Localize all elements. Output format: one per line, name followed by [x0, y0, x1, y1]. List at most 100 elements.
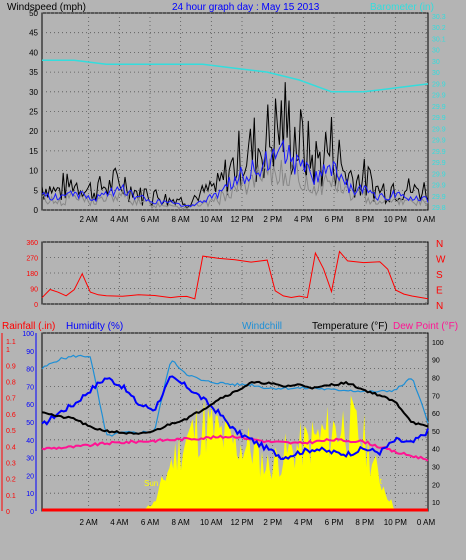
- wind-direction-line: [41, 250, 429, 300]
- rainfall-tick-label: 0.3: [6, 460, 16, 467]
- rainfall-title: Rainfall (.in): [2, 321, 55, 332]
- barometer-tick-label: 30.3: [432, 14, 446, 21]
- time-tick-label: 4 PM: [294, 215, 313, 224]
- barometer-tick-label: 29.9: [432, 104, 446, 111]
- compass-tick-label: N: [436, 301, 443, 312]
- time-tick-label: 6 PM: [325, 215, 344, 224]
- barometer-tick-label: 30: [432, 48, 440, 55]
- compass-tick-label: N: [436, 239, 443, 250]
- direction-tick-label: 180: [26, 271, 38, 278]
- wind-tick-label: 5: [34, 186, 39, 195]
- rainfall-tick-label: 0.8: [6, 380, 16, 387]
- barometer-tick-label: 29.9: [432, 194, 446, 201]
- barometer-tick-label: 29.9: [432, 81, 446, 88]
- direction-tick-label: 360: [26, 240, 38, 247]
- dewpoint-line: [41, 434, 429, 462]
- temperature-tick-label: 50: [432, 429, 440, 436]
- barometer-tick-label: 29.9: [432, 160, 446, 167]
- humidity-tick-label: 70: [26, 384, 34, 391]
- barometer-tick-label: 29.9: [432, 126, 446, 133]
- rainfall-tick-label: 0: [6, 509, 10, 516]
- time-tick-label: 10 PM: [384, 215, 407, 224]
- barometer-tick-label: 30.1: [432, 36, 446, 43]
- wind-tick-label: 45: [29, 29, 38, 38]
- barometer-tick-label: 29.9: [432, 138, 446, 145]
- humidity-tick-label: 40: [26, 438, 34, 445]
- barometer-tick-label: 29.9: [432, 171, 446, 178]
- bottom-time-tick-label: 6 AM: [141, 518, 160, 527]
- barometer-tick-label: 29.8: [432, 205, 446, 212]
- bottom-time-tick-label: 2 AM: [80, 518, 99, 527]
- barometer-line: [42, 59, 429, 93]
- wind-tick-label: 20: [29, 127, 38, 136]
- temperature-tick-label: 70: [432, 393, 440, 400]
- barometer-title: Barometer (in): [370, 2, 434, 13]
- wind-average-line: [41, 138, 429, 208]
- rainfall-tick-label: 0.4: [6, 444, 16, 451]
- rainfall-tick-label: 0.2: [6, 477, 16, 484]
- humidity-tick-label: 80: [26, 367, 34, 374]
- direction-tick-label: 0: [34, 302, 38, 309]
- bottom-time-tick-label: 12 PM: [230, 518, 253, 527]
- rainfall-tick-label: 0.6: [6, 412, 16, 419]
- dewpoint-title: Dew Point (°F): [393, 321, 458, 332]
- windspeed-title: Windspeed (mph): [7, 2, 86, 13]
- barometer-tick-label: 29.9: [432, 93, 446, 100]
- windspeed-line: [41, 82, 429, 210]
- time-tick-label: 2 PM: [263, 215, 282, 224]
- time-tick-label: 2 AM: [80, 215, 99, 224]
- temperature-tick-label: 30: [432, 465, 440, 472]
- temperature-tick-label: 100: [432, 340, 444, 347]
- bottom-time-tick-label: 4 AM: [110, 518, 129, 527]
- barometer-tick-label: 29.9: [432, 149, 446, 156]
- bottom-time-tick-label: 4 PM: [294, 518, 313, 527]
- barometer-tick-label: 29.9: [432, 115, 446, 122]
- barometer-tick-label: 30.2: [432, 25, 446, 32]
- solar-area: [42, 395, 428, 511]
- rainfall-tick-label: 0.9: [6, 363, 16, 370]
- rainfall-tick-label: 1: [6, 347, 10, 354]
- compass-tick-label: S: [436, 270, 443, 281]
- humidity-tick-label: 100: [22, 331, 34, 338]
- direction-tick-label: 270: [26, 256, 38, 263]
- temperature-tick-label: 40: [432, 447, 440, 454]
- wind-tick-label: 30: [29, 88, 38, 97]
- rainfall-tick-label: 1.1: [6, 339, 16, 346]
- temperature-tick-label: 80: [432, 376, 440, 383]
- humidity-tick-label: 0: [30, 509, 34, 516]
- sunrise-label: Sun Rise: [144, 479, 177, 488]
- humidity-line: [41, 375, 429, 461]
- wind-tick-label: 35: [29, 68, 38, 77]
- wind-tick-label: 10: [29, 167, 38, 176]
- barometer-tick-label: 30: [432, 70, 440, 77]
- time-tick-label: 10 AM: [200, 215, 223, 224]
- temperature-tick-label: 20: [432, 482, 440, 489]
- humidity-tick-label: 30: [26, 456, 34, 463]
- compass-tick-label: W: [436, 255, 446, 266]
- wind-tick-label: 0: [34, 206, 39, 215]
- temperature-tick-label: 90: [432, 358, 440, 365]
- direction-tick-label: 90: [30, 287, 38, 294]
- rainfall-tick-label: 0.5: [6, 428, 16, 435]
- rainfall-tick-label: 0.1: [6, 493, 16, 500]
- humidity-title: Humidity (%): [66, 321, 123, 332]
- bottom-time-tick-label: 2 PM: [263, 518, 282, 527]
- bottom-time-tick-label: 8 AM: [172, 518, 191, 527]
- humidity-tick-label: 10: [26, 491, 34, 498]
- time-tick-label: 0 AM: [417, 215, 436, 224]
- bottom-time-tick-label: 0 AM: [417, 518, 436, 527]
- windchill-title: Windchill: [242, 321, 282, 332]
- compass-tick-label: E: [436, 286, 443, 297]
- windchill-line: [41, 354, 429, 437]
- time-tick-label: 6 AM: [141, 215, 160, 224]
- humidity-tick-label: 20: [26, 473, 34, 480]
- humidity-tick-label: 50: [26, 420, 34, 427]
- wind-tick-label: 25: [29, 108, 38, 117]
- chart-title: 24 hour graph day : May 15 2013: [172, 2, 320, 13]
- time-tick-label: 12 PM: [230, 215, 253, 224]
- barometer-tick-label: 29.9: [432, 183, 446, 190]
- temperature-title: Temperature (°F): [312, 321, 388, 332]
- bottom-time-tick-label: 10 PM: [384, 518, 407, 527]
